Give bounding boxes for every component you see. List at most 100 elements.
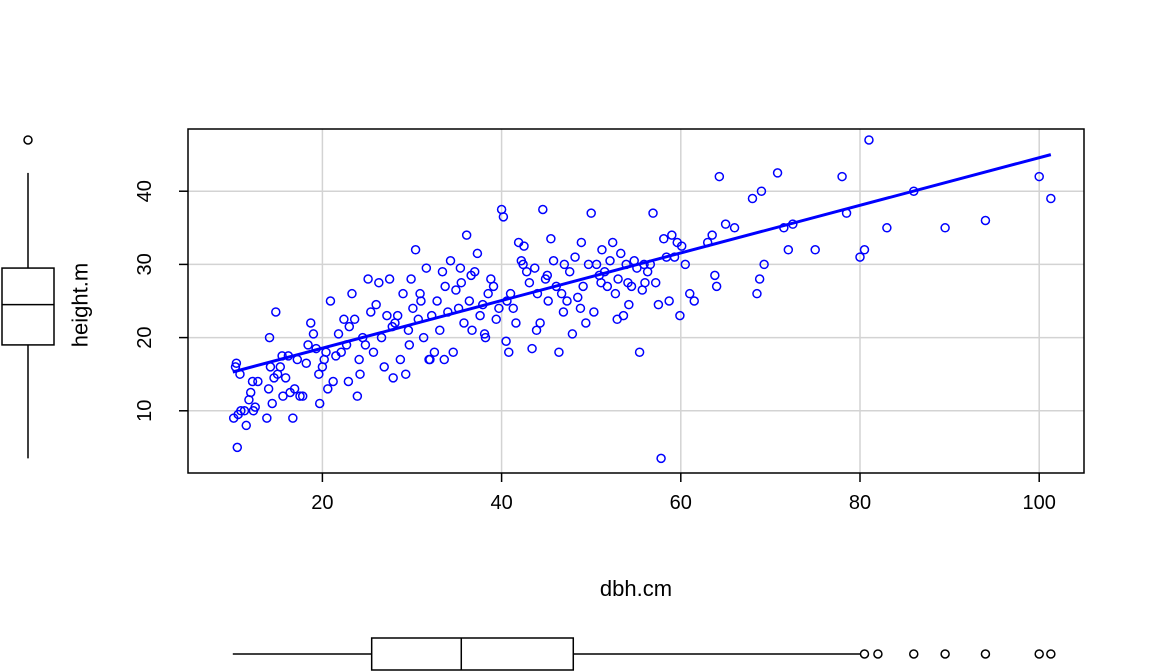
data-point xyxy=(354,354,364,365)
data-point xyxy=(432,296,442,306)
data-point xyxy=(339,314,349,325)
data-point xyxy=(392,310,403,321)
data-point xyxy=(288,413,298,423)
data-point xyxy=(308,329,319,339)
data-point xyxy=(640,277,650,288)
y-axis: 10 20 30 40 xyxy=(134,180,188,422)
data-point xyxy=(567,329,578,339)
data-point xyxy=(546,234,556,244)
data-point xyxy=(586,208,596,218)
data-point xyxy=(676,241,687,251)
y-box-outlier xyxy=(23,135,33,145)
data-point xyxy=(384,274,395,284)
data-point xyxy=(445,255,456,266)
y-tick-label: 10 xyxy=(134,400,156,422)
data-point xyxy=(328,376,338,387)
data-point xyxy=(467,325,477,336)
data-point xyxy=(680,259,691,270)
data-point xyxy=(578,281,588,292)
data-point xyxy=(855,252,865,262)
y-tick-label: 30 xyxy=(134,253,156,275)
data-point xyxy=(648,208,658,218)
data-point xyxy=(573,292,583,303)
data-point xyxy=(562,296,572,306)
data-point xyxy=(554,347,564,357)
data-point xyxy=(650,277,661,288)
data-point xyxy=(271,307,281,317)
data-point xyxy=(530,263,540,273)
x-tick-label: 60 xyxy=(670,492,692,514)
data-point xyxy=(859,245,870,255)
data-point xyxy=(596,277,606,288)
data-point xyxy=(772,168,783,178)
data-point xyxy=(548,255,559,266)
data-point xyxy=(295,391,305,401)
data-point xyxy=(558,307,569,317)
data-point xyxy=(591,259,602,270)
data-point xyxy=(508,303,518,314)
data-point xyxy=(543,296,553,306)
data-point xyxy=(518,259,528,270)
data-point xyxy=(400,369,411,379)
data-point xyxy=(415,288,425,299)
data-point xyxy=(564,266,575,277)
data-point xyxy=(466,270,476,281)
data-point xyxy=(711,281,722,292)
x-box-outlier xyxy=(859,649,870,659)
data-point xyxy=(519,241,529,251)
data-point xyxy=(610,288,621,299)
data-point xyxy=(404,340,415,350)
data-point xyxy=(570,252,580,262)
data-point xyxy=(664,296,674,306)
x-tick-label: 100 xyxy=(1023,492,1056,514)
data-point xyxy=(752,288,762,299)
data-point xyxy=(379,362,389,372)
data-point xyxy=(418,332,429,343)
data-point xyxy=(494,303,504,314)
data-point xyxy=(232,442,243,453)
data-point xyxy=(605,255,615,266)
data-point xyxy=(980,215,991,226)
data-point xyxy=(524,277,535,288)
data-point xyxy=(455,263,466,273)
data-point xyxy=(756,186,767,196)
data-point xyxy=(306,318,316,328)
fit-line xyxy=(232,153,1052,374)
data-point xyxy=(479,329,490,339)
data-point xyxy=(248,406,259,416)
data-point xyxy=(653,299,664,310)
data-point xyxy=(511,318,521,328)
data-point xyxy=(425,354,435,365)
x-box xyxy=(370,637,575,671)
data-point xyxy=(451,285,461,295)
data-point xyxy=(323,384,333,394)
data-point xyxy=(382,310,392,321)
data-point xyxy=(360,340,371,350)
data-point xyxy=(336,347,346,357)
y-box xyxy=(1,267,55,346)
data-point xyxy=(612,314,622,325)
y-tick-label: 20 xyxy=(134,326,156,348)
data-point xyxy=(488,281,499,292)
y-marginal-boxplot xyxy=(1,135,55,459)
data-point xyxy=(542,270,553,281)
data-point xyxy=(440,281,450,292)
data-point xyxy=(253,376,263,387)
data-point xyxy=(659,234,669,244)
data-point xyxy=(437,266,448,277)
data-point xyxy=(729,223,740,233)
data-point xyxy=(689,296,699,306)
data-point xyxy=(448,347,458,357)
data-point xyxy=(491,314,501,325)
data-point xyxy=(575,303,586,314)
data-point xyxy=(475,310,485,321)
data-point xyxy=(538,204,548,215)
data-point xyxy=(597,245,607,255)
data-point xyxy=(231,358,242,368)
data-point xyxy=(714,171,725,182)
data-point xyxy=(388,373,398,383)
data-point xyxy=(429,347,440,357)
data-point xyxy=(720,219,731,229)
regression-line xyxy=(232,153,1052,374)
data-point xyxy=(685,288,695,299)
